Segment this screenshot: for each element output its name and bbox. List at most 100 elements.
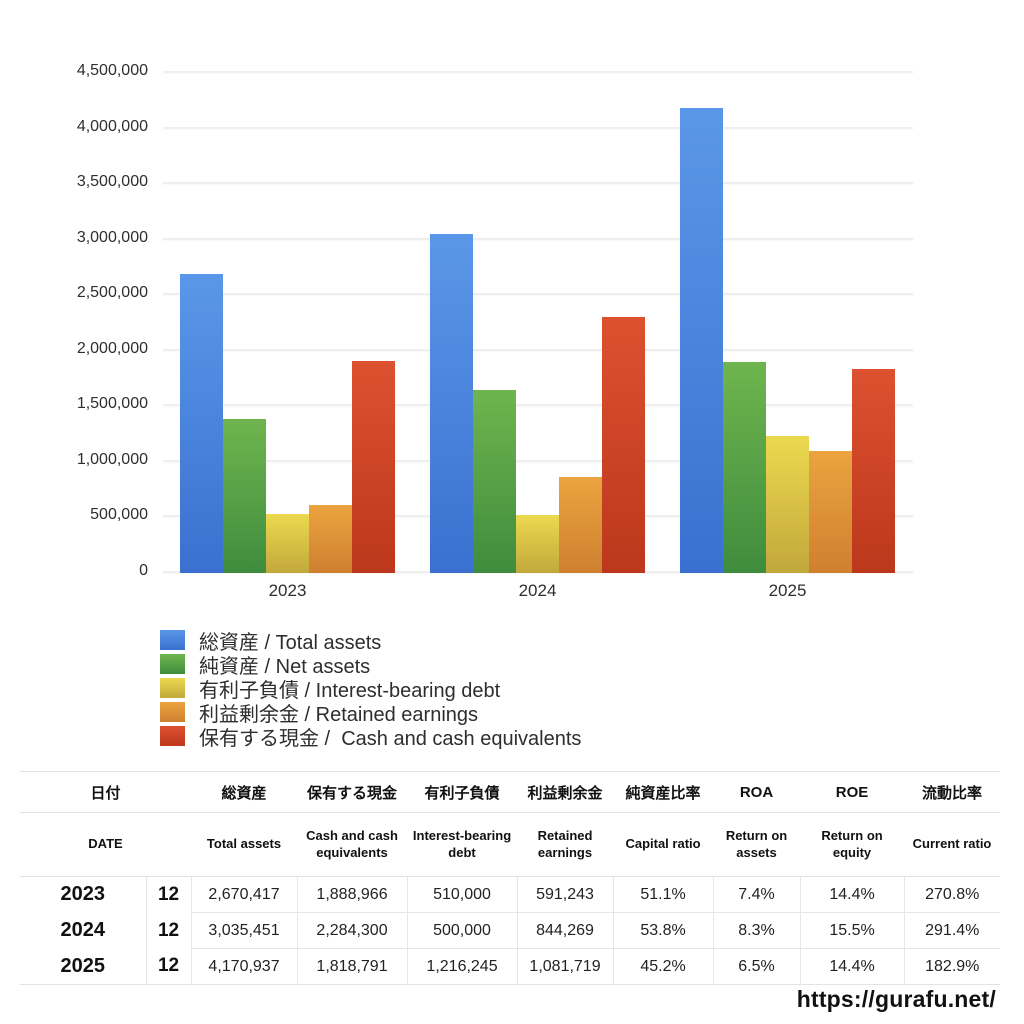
bar (723, 361, 766, 573)
bar (473, 389, 516, 573)
value-cell: 3,035,451 (190, 912, 298, 949)
bar (602, 317, 645, 573)
legend: 総資産 / Total assets 純資産 / Net assets 有利子負債 … (160, 628, 582, 750)
column-header-en: Cash and cash equivalents (297, 812, 408, 877)
y-tick-label: 2,500,000 (76, 284, 148, 302)
value-cell: 14.4% (799, 876, 905, 913)
y-tick-label: 1,500,000 (76, 395, 148, 413)
bar (430, 233, 473, 573)
bar (559, 477, 602, 573)
legend-swatch-icon (160, 630, 185, 650)
value-cell: 15.5% (799, 912, 905, 949)
y-tick-label: 500,000 (90, 506, 148, 524)
value-cell: 8.3% (712, 912, 801, 949)
gridline (163, 348, 913, 351)
gridline (163, 404, 913, 407)
column-header-jp: 利益剰余金 (517, 771, 614, 813)
value-cell: 7.4% (712, 876, 801, 913)
value-cell: 591,243 (516, 876, 614, 913)
value-cell: 1,081,719 (516, 948, 614, 985)
gridline (163, 237, 913, 240)
legend-label: 有利子負債 / Interest-bearing debt (199, 679, 501, 702)
legend-swatch-icon (160, 726, 185, 746)
y-tick-label: 1,000,000 (76, 450, 148, 468)
bar (516, 515, 559, 573)
month-cell: 12 (145, 948, 192, 985)
value-cell: 291.4% (903, 912, 1001, 949)
x-tick-label: 2024 (518, 581, 557, 600)
legend-item: 保有する現金 / Cash and cash equivalents (160, 724, 582, 750)
gridline (163, 293, 913, 296)
table-header-en: DATE Total assets Cash and cash equivalent… (20, 812, 1001, 877)
value-cell: 45.2% (612, 948, 714, 985)
column-header-jp: 保有する現金 (297, 771, 408, 813)
column-header-jp: 日付 (20, 771, 192, 813)
value-cell: 53.8% (612, 912, 714, 949)
bar (766, 435, 809, 573)
value-cell: 270.8% (903, 876, 1001, 913)
column-header-en: Capital ratio (613, 812, 714, 877)
bar (852, 368, 895, 573)
gridline (163, 459, 913, 462)
legend-label: 総資産 / Total assets (199, 631, 382, 654)
table-row: 2024 12 3,035,451 2,284,300 500,000 844,269 53… (20, 912, 1001, 949)
value-cell: 1,888,966 (296, 876, 408, 913)
value-cell: 6.5% (712, 948, 801, 985)
table-header-jp: 日付 総資産 保有する現金 有利子負債 利益剰余金 純資産比率 ROA ROE 流動比率 (20, 771, 1001, 813)
column-header-en: Retained earnings (517, 812, 614, 877)
legend-swatch-icon (160, 678, 185, 698)
year-cell: 2023 (60, 883, 106, 906)
gridline (163, 126, 913, 129)
footer-url-link[interactable]: https://gurafu.net/ (796, 986, 996, 1012)
value-cell: 500,000 (406, 912, 518, 949)
bar-group-2024 (430, 71, 645, 573)
year-cell: 2025 (20, 948, 146, 985)
value-cell: 1,818,791 (296, 948, 408, 985)
legend-item: 総資産 / Total assets (160, 628, 581, 654)
value-cell: 14.4% (799, 948, 905, 985)
gridline (163, 182, 913, 185)
month-cell: 12 (145, 876, 192, 913)
value-cell: 510,000 (406, 876, 518, 913)
x-tick-label: 2025 (768, 581, 807, 600)
legend-item: 純資産 / Net assets (160, 652, 581, 678)
y-tick-label: 2,000,000 (76, 339, 148, 357)
legend-swatch-icon (160, 702, 185, 722)
bar (352, 361, 395, 573)
x-axis: 2023 2024 2025 (163, 581, 913, 605)
table-row: 2025 12 4,170,937 1,818,791 1,216,245 1,081,7… (20, 948, 1001, 985)
column-header-en: Return on equity (800, 812, 905, 877)
legend-item: 有利子負債 / Interest-bearing debt (160, 676, 581, 702)
column-header-jp: ROA (713, 771, 801, 813)
value-cell: 51.1% (612, 876, 714, 913)
bar-group-2025 (680, 71, 895, 573)
column-header-en: Return on assets (713, 812, 801, 877)
column-header-jp: 純資産比率 (613, 771, 714, 813)
y-axis: 4,500,000 4,000,000 3,500,000 3,000,000 2,50… (0, 62, 148, 593)
value-cell: 182.9% (903, 948, 1001, 985)
x-tick-label: 2023 (268, 581, 307, 600)
bar (180, 274, 223, 573)
month-cell: 12 (145, 912, 192, 949)
legend-label: 保有する現金 / Cash and cash equivalents (199, 727, 582, 750)
value-cell: 2,670,417 (190, 876, 298, 913)
bar-group-2023 (180, 71, 395, 573)
gridline (163, 71, 913, 73)
table-row: 2023 12 2,670,417 1,888,966 510,000 591,243 51… (20, 876, 1001, 913)
bar (223, 419, 266, 573)
value-cell: 1,216,245 (406, 948, 518, 985)
y-tick-label: 4,500,000 (76, 62, 148, 79)
y-tick-label: 3,000,000 (76, 228, 148, 246)
value-cell: 4,170,937 (190, 948, 298, 985)
bar (266, 514, 309, 573)
bar (680, 107, 723, 573)
legend-label: 純資産 / Net assets (199, 655, 371, 678)
column-header-jp: 流動比率 (904, 771, 1001, 813)
plot-area (163, 71, 913, 573)
column-header-jp: 総資産 (191, 771, 298, 813)
y-tick-label: 0 (139, 562, 148, 579)
legend-item: 利益剰余金 / Retained earnings (160, 700, 581, 726)
y-tick-label: 4,000,000 (76, 117, 148, 135)
y-tick-label: 3,500,000 (76, 173, 148, 191)
